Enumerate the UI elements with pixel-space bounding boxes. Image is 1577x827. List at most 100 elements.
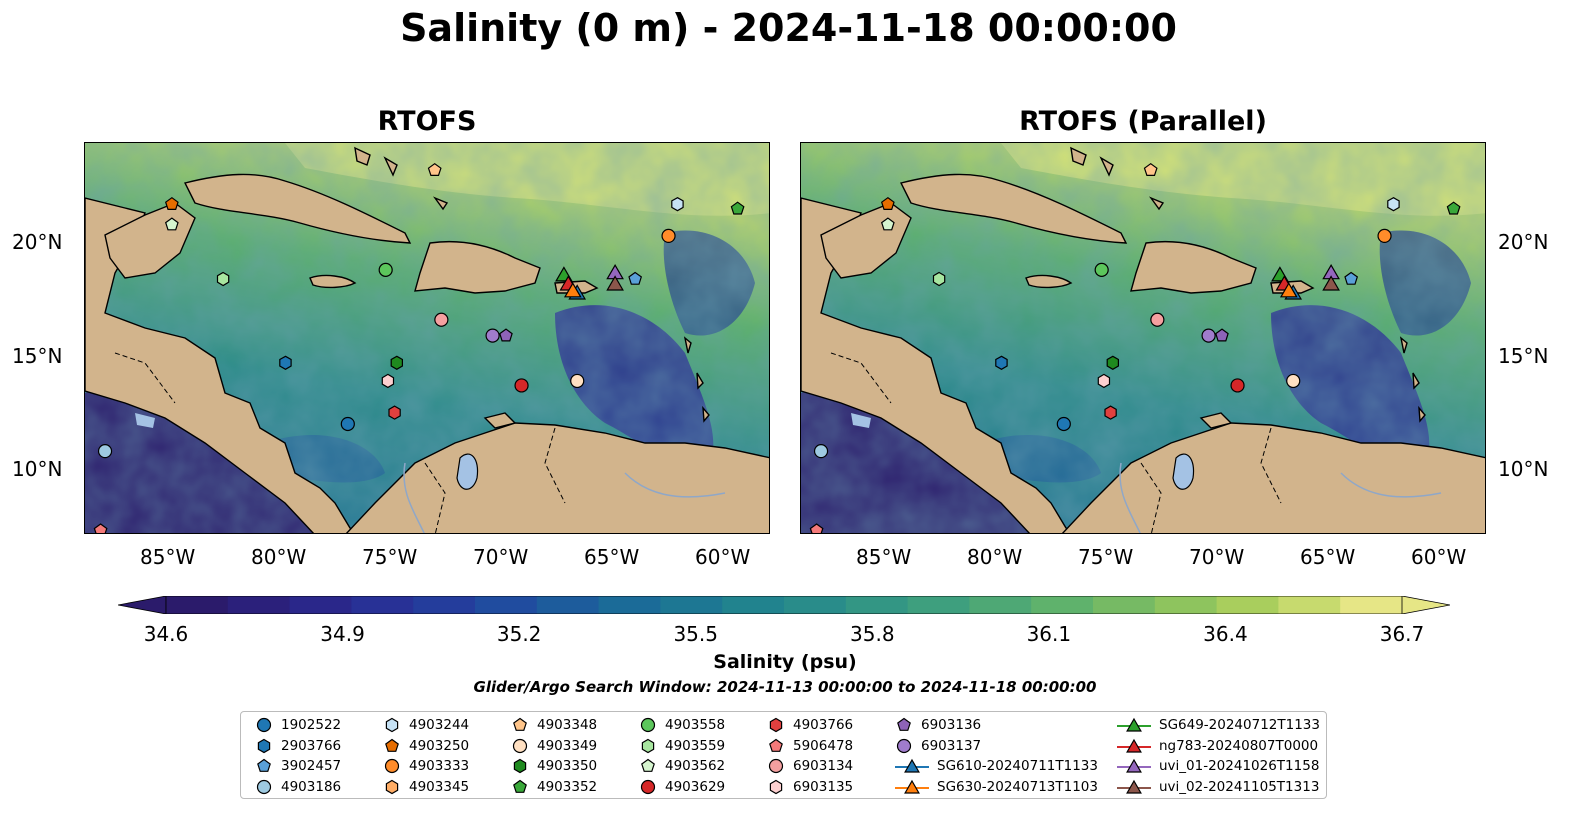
argo-float-4903186 <box>97 444 113 459</box>
colorbar-segment <box>722 596 785 614</box>
legend-marker <box>257 738 271 753</box>
argo-float-6903135 <box>1097 373 1111 389</box>
legend-item: 6903134 <box>767 757 853 775</box>
lon-label-75-right: 75°W <box>1078 545 1134 569</box>
legend-label: 6903135 <box>793 778 854 795</box>
legend-label: SG649-20240712T1133 <box>1159 717 1320 733</box>
argo-float-2903766 <box>279 355 292 370</box>
legend-label: 4903558 <box>665 717 726 733</box>
argo-float-4903559 <box>932 271 946 287</box>
legend-label: 4903559 <box>665 737 726 754</box>
legend-item: 6903136 <box>895 716 981 734</box>
legend-marker <box>513 717 527 731</box>
legend-item: 4903333 <box>383 757 469 775</box>
bahamas-1 <box>354 146 371 166</box>
legend-marker <box>769 779 783 794</box>
argo-float-6903134 <box>1150 312 1165 327</box>
cuba <box>183 173 412 244</box>
map-rtofs[interactable] <box>84 142 770 534</box>
argo-float-4903348 <box>1143 162 1158 177</box>
colorbar-tick-label: 35.8 <box>850 622 895 646</box>
argo-float-3902457 <box>1344 271 1359 285</box>
legend-label: 4903350 <box>537 758 598 774</box>
legend-marker <box>768 758 784 774</box>
legend: 1902522 2903766 3902457 4903186 4903244 49032… <box>240 711 1327 799</box>
legend-item: 6903137 <box>895 737 981 755</box>
legend-item: 4903350 <box>511 757 597 775</box>
legend-label: 4903349 <box>537 737 598 754</box>
colorbar-segment <box>1278 596 1341 614</box>
legend-label: 4903244 <box>409 717 470 733</box>
panel-title-rtofs-parallel: RTOFS (Parallel) <box>1019 106 1267 137</box>
glider-SG630-20240713T1103 <box>1279 282 1298 298</box>
legend-item: 4903766 <box>767 716 853 734</box>
legend-marker <box>1117 758 1151 773</box>
legend-marker <box>385 717 399 733</box>
argo-float-4903350 <box>390 355 403 370</box>
legend-marker <box>256 779 272 794</box>
legend-item: 5906478 <box>767 737 853 755</box>
argo-float-6903136 <box>499 328 513 342</box>
bahamas-2 <box>383 156 398 177</box>
legend-marker <box>1117 717 1151 732</box>
legend-marker <box>385 738 399 752</box>
lon-label-80-right: 80°W <box>967 545 1023 569</box>
colorbar-frame <box>165 596 1403 614</box>
argo-float-6903137 <box>485 328 500 343</box>
legend-marker <box>641 738 655 753</box>
glider-uvi_02-20241105T1313 <box>1322 275 1340 291</box>
jamaica <box>309 274 357 289</box>
colorbar-segment <box>1216 596 1279 614</box>
legend-item: 4903629 <box>639 778 725 796</box>
legend-item: 4903559 <box>639 737 725 755</box>
lesser-antilles-3 <box>1418 405 1426 423</box>
legend-label: SG630-20240713T1103 <box>937 778 1098 795</box>
colorbar-segment <box>1031 596 1094 614</box>
lon-label-85: 85°W <box>140 545 196 569</box>
colorbar-segment <box>969 596 1032 614</box>
legend-item: 4903558 <box>639 716 725 734</box>
colorbar-segment <box>1093 596 1156 614</box>
legend-item: 1902522 <box>255 716 341 734</box>
lake-maracaibo <box>456 453 479 490</box>
lesser-antilles-3 <box>702 405 710 423</box>
search-window-note: Glider/Argo Search Window: 2024-11-13 00… <box>473 678 1097 696</box>
turks-caicos <box>432 196 449 211</box>
legend-item: SG630-20240713T1103 <box>895 778 1098 796</box>
argo-float-4903558 <box>378 262 393 277</box>
lesser-antilles-2 <box>1412 372 1420 390</box>
south-america <box>345 422 769 533</box>
colorbar-segment <box>413 596 476 614</box>
legend-item: 2903766 <box>255 737 341 755</box>
hispaniola <box>1130 240 1257 294</box>
country-borders <box>114 352 566 533</box>
lon-label-75: 75°W <box>362 545 418 569</box>
legend-label: 4903333 <box>409 758 470 774</box>
argo-float-4903352 <box>730 201 745 215</box>
argo-float-4903348 <box>427 162 442 177</box>
map-rtofs-parallel[interactable] <box>800 142 1486 534</box>
argo-float-4903244 <box>1387 197 1400 212</box>
colorbar-segment <box>598 596 661 614</box>
argo-float-4903629 <box>1230 378 1245 393</box>
legend-label: ng783-20240807T0000 <box>1159 737 1319 754</box>
legend-label: 4903250 <box>409 737 470 754</box>
legend-marker <box>1117 779 1151 794</box>
legend-marker <box>384 758 400 774</box>
legend-label: 2903766 <box>281 737 342 754</box>
argo-float-6903136 <box>1215 328 1229 342</box>
legend-marker <box>897 717 911 731</box>
argo-float-4903349 <box>1286 373 1301 389</box>
legend-marker <box>513 758 527 774</box>
legend-item: SG610-20240711T1133 <box>895 757 1098 775</box>
argo-float-4903562 <box>880 217 895 231</box>
lon-label-80: 80°W <box>251 545 307 569</box>
curacao-region <box>483 412 517 429</box>
lon-label-60-right: 60°W <box>1411 545 1467 569</box>
legend-marker <box>257 758 271 772</box>
legend-marker <box>769 738 783 752</box>
colorbar-segment <box>536 596 600 614</box>
legend-label: 3902457 <box>281 758 342 774</box>
colorbar-segment <box>845 596 909 614</box>
legend-item: 4903250 <box>383 737 469 755</box>
